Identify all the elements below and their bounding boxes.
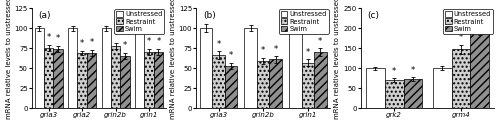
Text: *: * xyxy=(306,48,310,57)
Bar xyxy=(44,48,54,108)
Legend: Unstressed, Restraint, Swim: Unstressed, Restraint, Swim xyxy=(443,9,493,34)
Text: *: * xyxy=(459,33,463,42)
Text: *: * xyxy=(147,37,151,46)
Text: *: * xyxy=(216,40,221,49)
Text: *: * xyxy=(156,37,160,46)
Bar xyxy=(200,28,212,108)
Bar xyxy=(470,27,489,108)
Bar xyxy=(87,53,96,108)
Text: *: * xyxy=(274,45,278,54)
Text: *: * xyxy=(90,38,94,47)
Text: *: * xyxy=(261,46,266,55)
Bar xyxy=(433,68,452,108)
Text: *: * xyxy=(123,41,127,50)
Bar xyxy=(212,55,225,108)
Text: *: * xyxy=(114,31,117,40)
Bar xyxy=(404,79,422,108)
Text: *: * xyxy=(80,39,84,48)
Bar xyxy=(366,68,385,108)
Y-axis label: mRNA relative levels to unstressed: mRNA relative levels to unstressed xyxy=(334,0,340,119)
Bar xyxy=(452,49,470,108)
Text: *: * xyxy=(318,37,322,46)
Text: (c): (c) xyxy=(368,11,380,20)
Legend: Unstressed, Restraint, Swim: Unstressed, Restraint, Swim xyxy=(278,9,329,34)
Legend: Unstressed, Restraint, Swim: Unstressed, Restraint, Swim xyxy=(114,9,164,34)
Bar xyxy=(78,53,87,108)
Bar xyxy=(257,61,270,108)
Bar xyxy=(54,49,63,108)
Text: (a): (a) xyxy=(38,11,51,20)
Text: *: * xyxy=(410,66,415,75)
Bar xyxy=(270,59,282,108)
Text: *: * xyxy=(46,33,51,42)
Bar xyxy=(102,28,111,108)
Bar xyxy=(314,52,326,108)
Bar xyxy=(385,80,404,108)
Bar xyxy=(244,28,257,108)
Text: *: * xyxy=(392,67,396,76)
Bar xyxy=(120,56,130,108)
Bar xyxy=(111,46,120,108)
Bar xyxy=(225,66,237,108)
Y-axis label: mRNA relative levels to unstressed: mRNA relative levels to unstressed xyxy=(170,0,176,119)
Bar xyxy=(154,52,163,108)
Bar xyxy=(135,28,144,108)
Text: *: * xyxy=(56,34,60,43)
Bar xyxy=(68,28,78,108)
Text: *: * xyxy=(229,51,233,60)
Bar xyxy=(34,28,44,108)
Bar xyxy=(144,52,154,108)
Bar xyxy=(302,63,314,108)
Bar xyxy=(289,28,302,108)
Text: (b): (b) xyxy=(203,11,216,20)
Y-axis label: mRNA relative levels to unstressed: mRNA relative levels to unstressed xyxy=(6,0,12,119)
